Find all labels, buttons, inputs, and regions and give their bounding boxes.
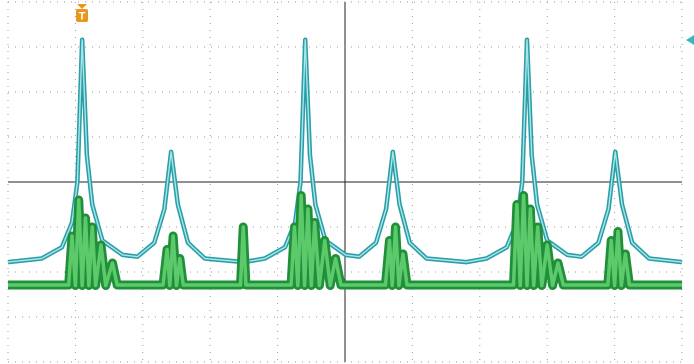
- trigger-box: [76, 9, 88, 22]
- trigger-label: T: [79, 10, 86, 22]
- trace: [7, 39, 683, 263]
- trace: [8, 193, 682, 288]
- trigger-arrow: [77, 4, 87, 9]
- level-marker: [686, 35, 694, 45]
- trigger-marker: T: [76, 4, 88, 22]
